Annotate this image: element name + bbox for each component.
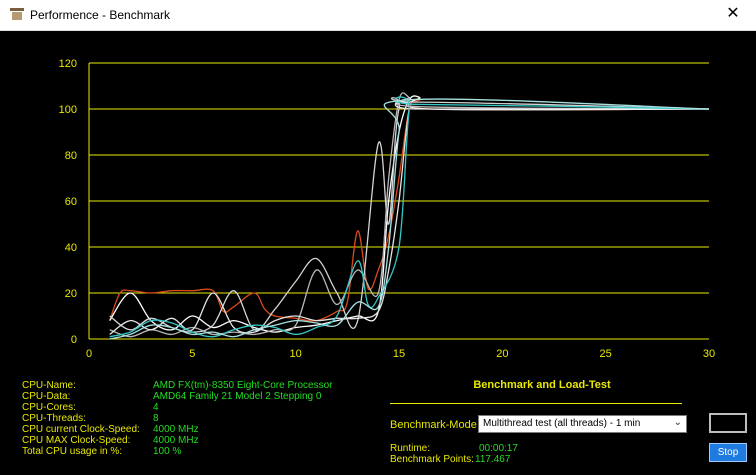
y-tick-label: 100	[59, 104, 77, 116]
benchmark-mode-select[interactable]: Multithread test (all threads) - 1 min ⌄	[478, 415, 687, 433]
x-tick-label: 15	[393, 348, 405, 360]
benchmark-mode-label: Benchmark-Mode	[390, 419, 477, 431]
benchmark-mode-value: Multithread test (all threads) - 1 min	[483, 418, 641, 429]
app-icon	[10, 8, 24, 20]
stop-button[interactable]: Stop	[709, 443, 747, 462]
x-tick-label: 20	[496, 348, 508, 360]
status-box	[709, 413, 747, 433]
cpu-current-clock-label: CPU current Clock-Speed:	[22, 424, 140, 435]
y-tick-label: 0	[71, 334, 77, 346]
benchmark-points-label: Benchmark Points:	[390, 454, 474, 465]
cpu-threads-label: CPU-Threads:	[22, 413, 86, 424]
series-line-1	[109, 98, 710, 322]
y-tick-label: 120	[59, 58, 77, 70]
series-line-6	[109, 96, 710, 338]
x-tick-label: 30	[703, 348, 715, 360]
cpu-data-value: AMD64 Family 21 Model 2 Stepping 0	[153, 391, 322, 402]
close-icon[interactable]: ✕	[726, 5, 740, 22]
x-tick-label: 0	[86, 348, 92, 360]
series-line-3	[109, 97, 710, 333]
divider	[390, 403, 682, 404]
series-line-7	[109, 98, 710, 340]
y-tick-label: 40	[65, 242, 77, 254]
cpu-cores-label: CPU-Cores:	[22, 402, 76, 413]
window-title: Performence - Benchmark	[30, 8, 171, 22]
cpu-usage-chart: 0 20 40 60 80 100 120 0 5 10 15 20 25 30	[59, 58, 715, 360]
series-line-5	[109, 101, 709, 335]
cpu-name-label: CPU-Name:	[22, 380, 76, 391]
cpu-cores-value: 4	[153, 402, 159, 413]
y-tick-label: 60	[65, 196, 77, 208]
y-tick-label: 80	[65, 150, 77, 162]
x-tick-label: 5	[189, 348, 195, 360]
cpu-max-clock-label: CPU MAX Clock-Speed:	[22, 435, 131, 446]
cpu-current-clock-value: 4000 MHz	[153, 424, 199, 435]
cpu-usage-label: Total CPU usage in %:	[22, 446, 123, 457]
benchmark-title: Benchmark and Load-Test	[473, 379, 611, 391]
cpu-threads-value: 8	[153, 413, 159, 424]
chevron-down-icon: ⌄	[673, 417, 682, 428]
x-tick-label: 25	[600, 348, 612, 360]
cpu-name-value: AMD FX(tm)-8350 Eight-Core Processor	[153, 380, 333, 391]
cpu-max-clock-value: 4000 MHz	[153, 435, 199, 446]
cpu-data-label: CPU-Data:	[22, 391, 71, 402]
benchmark-points-value: 117.467	[475, 454, 511, 465]
runtime-value: 00:00:17	[479, 443, 518, 454]
cpu-usage-value: 100 %	[153, 446, 182, 457]
title-bar: Performence - Benchmark ✕	[0, 0, 756, 31]
series-line-4	[109, 92, 710, 338]
series-line-2	[109, 95, 710, 333]
x-tick-label: 10	[290, 348, 302, 360]
runtime-label: Runtime:	[390, 443, 431, 454]
y-tick-label: 20	[65, 288, 77, 300]
